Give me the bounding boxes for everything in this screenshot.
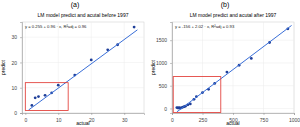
tick-label: 0: [164, 106, 167, 112]
y-axis: 0 500 1000 1500: [156, 23, 173, 114]
plot: 02505007501000050010001500y = -156 + 2.0…: [156, 22, 300, 123]
tick: 250: [199, 113, 208, 123]
tick-label: 1000: [289, 117, 300, 123]
y-label: predict: [150, 59, 156, 75]
panel: (a) LM model predict and acutal before 19…: [0, 1, 145, 126]
grid-line: [22, 37, 144, 38]
tick: 30: [11, 34, 22, 40]
tick-label: 30: [122, 117, 128, 123]
tick-mark: [20, 37, 22, 38]
tick: 30: [122, 113, 128, 123]
point: [57, 84, 60, 87]
tick-mark: [20, 62, 22, 63]
x-label: actual: [226, 120, 239, 126]
point: [37, 95, 40, 98]
tick-label: 500: [159, 83, 168, 89]
tick: 1000: [156, 60, 172, 66]
plot-frame: [172, 22, 294, 113]
panel-label: (a): [71, 1, 80, 9]
tick-label: 0: [14, 110, 17, 116]
tick-label: 20: [89, 117, 95, 123]
point: [44, 94, 47, 97]
axis-line: [170, 23, 173, 114]
grid-line: [172, 40, 294, 41]
x-label: actual: [76, 120, 89, 126]
tick-mark: [25, 113, 26, 115]
grid-line: [294, 22, 295, 113]
fit-line: [29, 30, 138, 110]
axis-line: [173, 114, 295, 116]
panel: (b) LM model predict and acutal after 199…: [150, 1, 300, 126]
tick: 1000: [289, 113, 300, 123]
tick-label: 1500: [156, 37, 167, 43]
grid-line: [124, 22, 125, 113]
grid-line: [22, 62, 144, 63]
tick-mark: [170, 40, 172, 41]
grid-line: [22, 87, 144, 88]
point: [90, 59, 93, 62]
figure: (a) LM model predict and acutal before 19…: [0, 0, 300, 127]
grid-line: [202, 22, 203, 113]
tick-mark: [124, 113, 125, 115]
tick-label: 20: [11, 60, 17, 66]
plot-frame: [22, 22, 144, 113]
marks: [173, 25, 291, 112]
tick-mark: [264, 113, 265, 115]
tick-label: 10: [11, 85, 17, 91]
panel-label: (b): [221, 1, 230, 9]
tick: 10: [56, 113, 62, 123]
point: [250, 57, 253, 60]
tick: 750: [260, 113, 269, 123]
grid-line: [58, 22, 59, 113]
y-axis: 0 10 20 30: [11, 23, 22, 117]
highlight-box: [25, 83, 68, 111]
annotation: y = -156 + 2.02 · x, R²adj = 0.93: [175, 24, 235, 29]
tick-mark: [20, 113, 22, 114]
title: LM model predict and acutal before 1997: [38, 12, 129, 18]
tick: 500: [159, 83, 172, 89]
tick-mark: [294, 113, 295, 115]
tick: 20: [11, 60, 22, 66]
tick-mark: [20, 88, 22, 89]
tick-label: 0: [171, 117, 174, 123]
point: [34, 96, 37, 99]
tick-label: 750: [260, 117, 269, 123]
grid-line: [172, 108, 294, 109]
annotation: y = 0.255 + 0.96 · x, R²adj = 0.96: [25, 24, 87, 29]
tick-mark: [203, 113, 204, 115]
tick-mark: [170, 108, 172, 109]
axis-line: [20, 23, 23, 114]
tick-mark: [58, 113, 59, 115]
tick-label: 10: [56, 117, 62, 123]
y-label: predict: [0, 59, 6, 75]
grid-line: [91, 22, 92, 113]
grid-line: [172, 62, 294, 63]
grid-line: [233, 22, 234, 113]
marks: [25, 26, 137, 111]
grid-line: [172, 85, 294, 86]
point: [133, 26, 136, 29]
tick: 20: [89, 113, 95, 123]
tick: 0: [24, 113, 27, 123]
axis-line: [23, 114, 145, 116]
tick: 0: [164, 106, 172, 112]
fit-line: [177, 25, 292, 111]
grid-line: [263, 22, 264, 113]
tick: 0: [14, 110, 22, 116]
tick-mark: [91, 113, 92, 115]
tick-label: 30: [11, 34, 17, 40]
title: LM model predict and acutal after 1997: [190, 12, 277, 18]
tick-mark: [170, 63, 172, 64]
tick: 0: [171, 113, 174, 123]
tick-mark: [170, 86, 172, 87]
highlight-box: [173, 77, 221, 113]
tick-label: 250: [199, 117, 208, 123]
tick-label: 0: [24, 117, 27, 123]
tick-mark: [233, 113, 234, 115]
tick: 1500: [156, 37, 172, 43]
tick: 10: [11, 85, 22, 91]
plot: 0 10 20 30 0 10 20 30 y = 0.255 + 0.96 · x, R²ad…: [11, 22, 144, 123]
tick-label: 1000: [156, 60, 167, 66]
